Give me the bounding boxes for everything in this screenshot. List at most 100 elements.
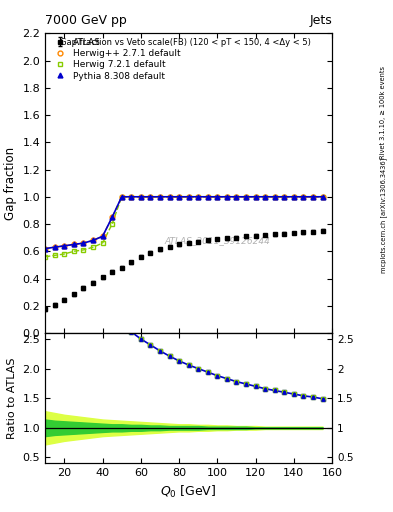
Herwig 7.2.1 default [72,248,76,254]
Pythia 8.308 default [43,245,48,251]
Pythia 8.308 default [282,194,286,200]
Herwig 7.2.1 default [244,194,248,200]
Pythia 8.308 default [196,194,200,200]
Herwig 7.2.1 default [253,194,258,200]
Herwig++ 2.7.1 default [72,241,76,247]
Herwig++ 2.7.1 default [81,240,86,246]
Herwig 7.2.1 default [301,194,306,200]
Herwig 7.2.1 default [43,253,48,260]
Herwig 7.2.1 default [206,194,210,200]
Herwig++ 2.7.1 default [196,194,200,200]
Herwig++ 2.7.1 default [186,194,191,200]
Herwig 7.2.1 default [148,194,153,200]
Text: 7000 GeV pp: 7000 GeV pp [45,14,127,27]
Pythia 8.308 default [129,194,134,200]
Pythia 8.308 default [320,194,325,200]
Pythia 8.308 default [206,194,210,200]
Herwig++ 2.7.1 default [100,233,105,240]
Herwig 7.2.1 default [52,252,57,259]
Pythia 8.308 default [301,194,306,200]
Herwig 7.2.1 default [320,194,325,200]
Y-axis label: Ratio to ATLAS: Ratio to ATLAS [7,357,17,439]
Herwig++ 2.7.1 default [272,194,277,200]
Herwig++ 2.7.1 default [215,194,220,200]
Herwig 7.2.1 default [215,194,220,200]
Pythia 8.308 default [119,194,124,200]
Pythia 8.308 default [177,194,182,200]
Herwig 7.2.1 default [263,194,268,200]
Pythia 8.308 default [244,194,248,200]
X-axis label: $Q_0$ [GeV]: $Q_0$ [GeV] [160,484,217,500]
Pythia 8.308 default [272,194,277,200]
Pythia 8.308 default [263,194,268,200]
Line: Herwig 7.2.1 default: Herwig 7.2.1 default [43,195,325,259]
Herwig 7.2.1 default [81,247,86,253]
Herwig 7.2.1 default [138,194,143,200]
Pythia 8.308 default [158,194,162,200]
Herwig++ 2.7.1 default [177,194,182,200]
Herwig++ 2.7.1 default [138,194,143,200]
Herwig++ 2.7.1 default [263,194,268,200]
Herwig++ 2.7.1 default [167,194,172,200]
Pythia 8.308 default [224,194,229,200]
Pythia 8.308 default [72,241,76,247]
Herwig 7.2.1 default [186,194,191,200]
Herwig++ 2.7.1 default [244,194,248,200]
Pythia 8.308 default [292,194,296,200]
Herwig++ 2.7.1 default [158,194,162,200]
Herwig++ 2.7.1 default [282,194,286,200]
Herwig++ 2.7.1 default [253,194,258,200]
Pythia 8.308 default [81,240,86,246]
Text: Jets: Jets [309,14,332,27]
Herwig 7.2.1 default [129,194,134,200]
Herwig++ 2.7.1 default [310,194,315,200]
Herwig++ 2.7.1 default [129,194,134,200]
Pythia 8.308 default [186,194,191,200]
Y-axis label: Gap fraction: Gap fraction [4,146,17,220]
Herwig++ 2.7.1 default [206,194,210,200]
Text: Gap fraction vs Veto scale(FB) (120 < pT < 150, 4 <Δy < 5): Gap fraction vs Veto scale(FB) (120 < pT… [60,38,310,47]
Text: mcplots.cern.ch [arXiv:1306.3436]: mcplots.cern.ch [arXiv:1306.3436] [380,157,387,273]
Pythia 8.308 default [148,194,153,200]
Herwig 7.2.1 default [224,194,229,200]
Herwig 7.2.1 default [100,240,105,246]
Herwig++ 2.7.1 default [301,194,306,200]
Pythia 8.308 default [110,214,114,220]
Line: Herwig++ 2.7.1 default: Herwig++ 2.7.1 default [43,195,325,251]
Pythia 8.308 default [138,194,143,200]
Herwig++ 2.7.1 default [234,194,239,200]
Herwig 7.2.1 default [282,194,286,200]
Legend: ATLAS, Herwig++ 2.7.1 default, Herwig 7.2.1 default, Pythia 8.308 default: ATLAS, Herwig++ 2.7.1 default, Herwig 7.… [48,36,183,82]
Herwig++ 2.7.1 default [43,245,48,251]
Herwig++ 2.7.1 default [62,243,67,249]
Herwig++ 2.7.1 default [320,194,325,200]
Pythia 8.308 default [62,243,67,249]
Herwig++ 2.7.1 default [292,194,296,200]
Herwig++ 2.7.1 default [148,194,153,200]
Herwig 7.2.1 default [110,221,114,227]
Pythia 8.308 default [91,237,95,243]
Pythia 8.308 default [100,233,105,240]
Herwig 7.2.1 default [292,194,296,200]
Herwig++ 2.7.1 default [224,194,229,200]
Herwig++ 2.7.1 default [119,194,124,200]
Herwig 7.2.1 default [272,194,277,200]
Text: ATLAS_2011_S9126244: ATLAS_2011_S9126244 [164,236,270,245]
Herwig++ 2.7.1 default [91,237,95,243]
Herwig 7.2.1 default [167,194,172,200]
Pythia 8.308 default [167,194,172,200]
Herwig 7.2.1 default [310,194,315,200]
Text: Rivet 3.1.10, ≥ 100k events: Rivet 3.1.10, ≥ 100k events [380,66,386,159]
Pythia 8.308 default [215,194,220,200]
Herwig 7.2.1 default [177,194,182,200]
Herwig 7.2.1 default [158,194,162,200]
Pythia 8.308 default [253,194,258,200]
Herwig 7.2.1 default [62,251,67,257]
Herwig 7.2.1 default [196,194,200,200]
Pythia 8.308 default [310,194,315,200]
Herwig 7.2.1 default [91,244,95,250]
Line: Pythia 8.308 default: Pythia 8.308 default [43,195,325,251]
Pythia 8.308 default [52,244,57,250]
Herwig++ 2.7.1 default [52,244,57,250]
Herwig 7.2.1 default [234,194,239,200]
